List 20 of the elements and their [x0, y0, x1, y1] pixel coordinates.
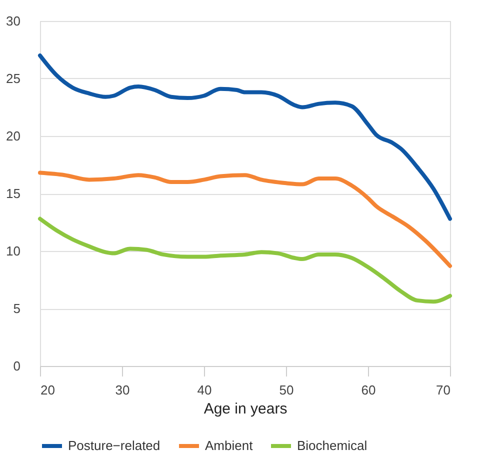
y-tick-label: 25 — [6, 71, 20, 86]
y-tick-label: 10 — [6, 244, 20, 258]
x-axis-title: Age in years — [204, 400, 288, 418]
y-tick-label: 15 — [6, 186, 20, 201]
y-tick-label: 20 — [6, 128, 20, 144]
x-tick-label: 50 — [279, 382, 294, 398]
x-tick-label: 30 — [115, 382, 130, 398]
legend-label: Posture−related — [68, 438, 160, 453]
line-series — [38, 170, 452, 268]
x-tick-label: 70 — [436, 382, 450, 398]
x-tick-label: 60 — [361, 382, 376, 398]
legend-label: Biochemical — [297, 438, 368, 453]
y-tick-label: 0 — [13, 358, 20, 374]
x-tick-label: 40 — [197, 382, 212, 398]
x-tick-label: 20 — [40, 382, 55, 398]
legend-label: Ambient — [205, 438, 254, 453]
line-series — [38, 216, 452, 304]
y-tick-label: 5 — [13, 301, 20, 316]
line-series — [38, 54, 452, 221]
y-tick-label: 30 — [6, 14, 20, 28]
